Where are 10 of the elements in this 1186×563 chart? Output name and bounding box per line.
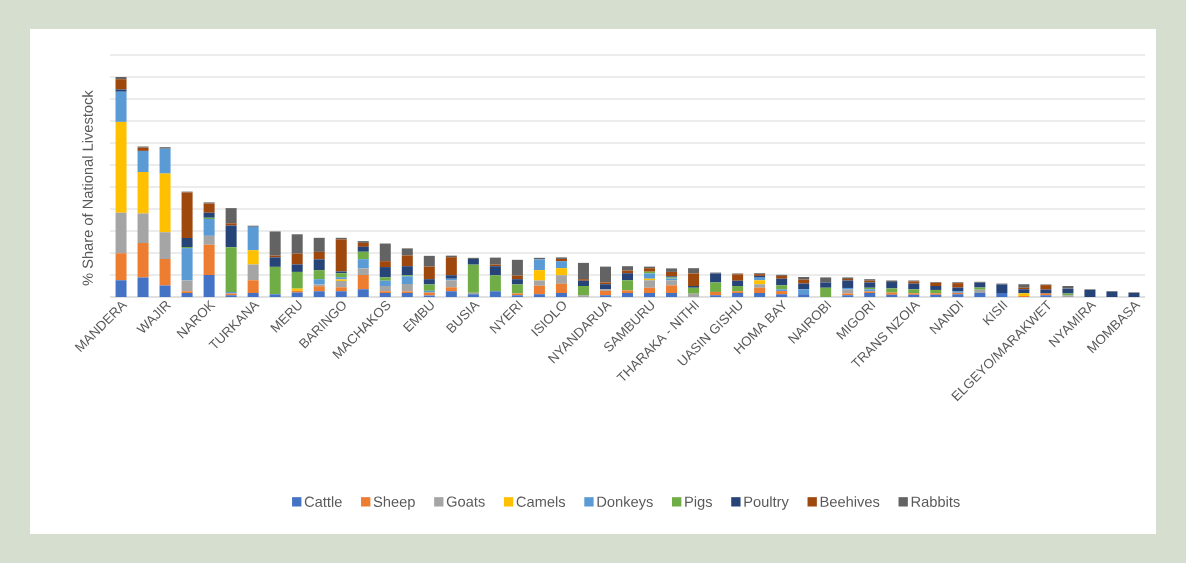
legend-label: Beehives [820, 496, 880, 507]
legend-label: Donkeys [597, 496, 653, 510]
y-axis-title: % Share of National Livestock [82, 90, 93, 286]
legend-label: Poultry [744, 496, 789, 510]
legend-label: Goats [446, 496, 485, 507]
legend-label: Sheep [373, 496, 415, 510]
legend-label: Camels [516, 496, 566, 507]
legend-label: Cattle [304, 496, 342, 507]
legend-label: Rabbits [911, 496, 960, 507]
legend-label: Pigs [685, 496, 713, 510]
